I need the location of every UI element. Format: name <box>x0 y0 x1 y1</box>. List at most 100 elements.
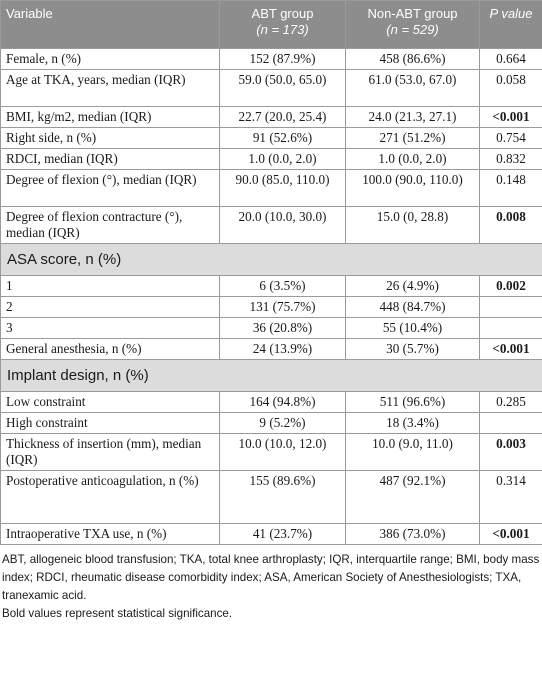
header-p-label: P value <box>489 6 533 21</box>
cell-non-abt: 61.0 (53.0, 67.0) <box>345 69 480 107</box>
table-row: Thickness of insertion (mm), median (IQR… <box>0 433 542 471</box>
cell-abt: 10.0 (10.0, 12.0) <box>219 433 346 471</box>
table-row: Postoperative anticoagulation, n (%) 155 … <box>0 470 542 524</box>
cell-non-abt: 448 (84.7%) <box>345 296 480 318</box>
cell-non-abt: 511 (96.6%) <box>345 391 480 413</box>
cell-p-value: <0.001 <box>479 523 542 545</box>
cell-abt: 41 (23.7%) <box>219 523 346 545</box>
table-row: Low constraint 164 (94.8%) 511 (96.6%) 0.28… <box>0 391 542 413</box>
cell-variable: 2 <box>0 296 220 318</box>
cell-non-abt: 271 (51.2%) <box>345 127 480 149</box>
cell-variable: Right side, n (%) <box>0 127 220 149</box>
cell-p-value: 0.664 <box>479 48 542 70</box>
footnote-bold-note: Bold values represent statistical signif… <box>2 607 233 620</box>
table-row: RDCI, median (IQR) 1.0 (0.0, 2.0) 1.0 (0.0… <box>0 148 542 170</box>
cell-non-abt: 10.0 (9.0, 11.0) <box>345 433 480 471</box>
cell-p-value: 0.003 <box>479 433 542 471</box>
section-asa-score: ASA score, n (%) <box>0 243 542 276</box>
section-asa-score-label: ASA score, n (%) <box>0 243 542 276</box>
footnotes: ABT, allogeneic blood transfusion; TKA, … <box>0 545 540 623</box>
header-non-abt-label: Non-ABT group <box>367 6 458 21</box>
cell-non-abt: 487 (92.1%) <box>345 470 480 524</box>
cell-p-value: 0.285 <box>479 391 542 413</box>
cell-abt: 9 (5.2%) <box>219 412 346 434</box>
table-row: Degree of flexion (°), median (IQR) 90.0 … <box>0 169 542 207</box>
cell-abt: 36 (20.8%) <box>219 317 346 339</box>
table-body: Female, n (%) 152 (87.9%) 458 (86.6%) 0.664… <box>0 48 542 545</box>
cell-variable: High constraint <box>0 412 220 434</box>
cell-abt: 1.0 (0.0, 2.0) <box>219 148 346 170</box>
section-implant-design: Implant design, n (%) <box>0 359 542 392</box>
cell-variable: Thickness of insertion (mm), median (IQR… <box>0 433 220 471</box>
cell-abt: 164 (94.8%) <box>219 391 346 413</box>
cell-non-abt: 26 (4.9%) <box>345 275 480 297</box>
cell-p-value: 0.754 <box>479 127 542 149</box>
cell-p-value: 0.148 <box>479 169 542 207</box>
cell-variable: Female, n (%) <box>0 48 220 70</box>
cell-abt: 22.7 (20.0, 25.4) <box>219 106 346 128</box>
table-row: Degree of flexion contracture (°), media… <box>0 206 542 244</box>
cell-variable: 1 <box>0 275 220 297</box>
footnote-abbreviations: ABT, allogeneic blood transfusion; TKA, … <box>2 553 540 602</box>
cell-abt: 152 (87.9%) <box>219 48 346 70</box>
header-non-abt-n: (n = 529) <box>386 21 439 37</box>
table-row: Right side, n (%) 91 (52.6%) 271 (51.2%) 0.… <box>0 127 542 149</box>
cell-variable: Low constraint <box>0 391 220 413</box>
cell-variable: Degree of flexion (°), median (IQR) <box>0 169 220 207</box>
cell-non-abt: 18 (3.4%) <box>345 412 480 434</box>
table-row: High constraint 9 (5.2%) 18 (3.4%) <box>0 412 542 434</box>
cell-abt: 24 (13.9%) <box>219 338 346 360</box>
cell-p-value: 0.002 <box>479 275 542 297</box>
cell-p-value: 0.058 <box>479 69 542 107</box>
cell-non-abt: 386 (73.0%) <box>345 523 480 545</box>
cell-p-value <box>479 412 542 434</box>
cell-non-abt: 100.0 (90.0, 110.0) <box>345 169 480 207</box>
cell-variable: Intraoperative TXA use, n (%) <box>0 523 220 545</box>
cell-variable: BMI, kg/m2, median (IQR) <box>0 106 220 128</box>
header-abt-group: ABT group (n = 173) <box>219 0 346 49</box>
header-variable-label: Variable <box>6 6 53 21</box>
cell-p-value: 0.314 <box>479 470 542 524</box>
cell-p-value: <0.001 <box>479 338 542 360</box>
cell-p-value <box>479 296 542 318</box>
header-row: Variable ABT group (n = 173) Non-ABT gro… <box>0 0 542 49</box>
cell-abt: 91 (52.6%) <box>219 127 346 149</box>
cell-abt: 155 (89.6%) <box>219 470 346 524</box>
cell-p-value: 0.008 <box>479 206 542 244</box>
cell-abt: 20.0 (10.0, 30.0) <box>219 206 346 244</box>
cell-p-value: <0.001 <box>479 106 542 128</box>
header-p-value: P value <box>479 0 542 49</box>
cell-variable: RDCI, median (IQR) <box>0 148 220 170</box>
header-abt-n: (n = 173) <box>256 21 309 37</box>
table-container: Variable ABT group (n = 173) Non-ABT gro… <box>0 0 542 623</box>
cell-non-abt: 30 (5.7%) <box>345 338 480 360</box>
cell-abt: 6 (3.5%) <box>219 275 346 297</box>
cell-abt: 59.0 (50.0, 65.0) <box>219 69 346 107</box>
cell-variable: 3 <box>0 317 220 339</box>
cell-non-abt: 24.0 (21.3, 27.1) <box>345 106 480 128</box>
cell-abt: 90.0 (85.0, 110.0) <box>219 169 346 207</box>
table-row: Age at TKA, years, median (IQR) 59.0 (50.… <box>0 69 542 107</box>
table-row: 2 131 (75.7%) 448 (84.7%) <box>0 296 542 318</box>
header-abt-label: ABT group <box>251 6 314 21</box>
cell-abt: 131 (75.7%) <box>219 296 346 318</box>
table-row: Female, n (%) 152 (87.9%) 458 (86.6%) 0.664 <box>0 48 542 70</box>
cell-non-abt: 15.0 (0, 28.8) <box>345 206 480 244</box>
cell-variable: Postoperative anticoagulation, n (%) <box>0 470 220 524</box>
cell-variable: Age at TKA, years, median (IQR) <box>0 69 220 107</box>
header-non-abt-group: Non-ABT group (n = 529) <box>345 0 480 49</box>
table-row: BMI, kg/m2, median (IQR) 22.7 (20.0, 25.4… <box>0 106 542 128</box>
cell-variable: Degree of flexion contracture (°), media… <box>0 206 220 244</box>
table-row: Intraoperative TXA use, n (%) 41 (23.7%) 3… <box>0 523 542 545</box>
cell-non-abt: 55 (10.4%) <box>345 317 480 339</box>
table-row: General anesthesia, n (%) 24 (13.9%) 30 (5… <box>0 338 542 360</box>
cell-variable: General anesthesia, n (%) <box>0 338 220 360</box>
table-row: 3 36 (20.8%) 55 (10.4%) <box>0 317 542 339</box>
data-table: Variable ABT group (n = 173) Non-ABT gro… <box>0 0 542 545</box>
cell-non-abt: 1.0 (0.0, 2.0) <box>345 148 480 170</box>
header-variable: Variable <box>0 0 220 49</box>
cell-p-value <box>479 317 542 339</box>
cell-p-value: 0.832 <box>479 148 542 170</box>
cell-non-abt: 458 (86.6%) <box>345 48 480 70</box>
